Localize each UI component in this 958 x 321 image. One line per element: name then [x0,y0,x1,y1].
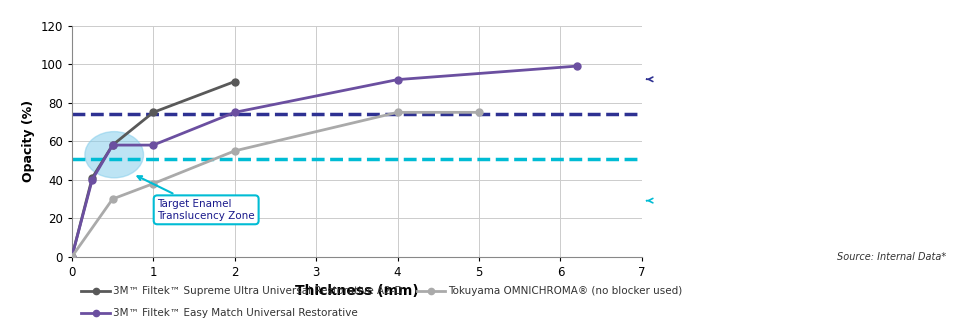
X-axis label: Thickness (mm): Thickness (mm) [295,284,419,299]
Text: 3M™ Filtek™ Supreme Ultra Universal Restorative A2-D: 3M™ Filtek™ Supreme Ultra Universal Rest… [113,285,402,296]
Text: Dentin-like opacity: Dentin-like opacity [741,104,852,117]
Text: at thicknesses of 0.5 - 1 mm: at thicknesses of 0.5 - 1 mm [712,284,880,297]
Y-axis label: Opacity (%): Opacity (%) [22,100,34,182]
Text: 3M™ Filtek™ Easy Match shows: 3M™ Filtek™ Easy Match shows [702,74,890,87]
Text: Enamel-like translucency: Enamel-like translucency [721,255,871,268]
Text: at thicknesses ≥ 2 mm: at thicknesses ≥ 2 mm [728,133,864,146]
Text: Source: Internal Data*: Source: Internal Data* [837,252,947,262]
Text: Target Enamel
Translucency Zone: Target Enamel Translucency Zone [138,176,255,221]
Ellipse shape [85,132,144,178]
Text: Dentin Value: Dentin Value [743,35,849,50]
Text: 3M™ Filtek™ Easy Match shows: 3M™ Filtek™ Easy Match shows [702,225,890,238]
Text: 3M™ Filtek™ Easy Match Universal Restorative: 3M™ Filtek™ Easy Match Universal Restora… [113,308,357,318]
Text: Tokuyama OMNICHROMA® (no blocker used): Tokuyama OMNICHROMA® (no blocker used) [448,285,683,296]
Text: Enamel Value: Enamel Value [741,186,852,201]
